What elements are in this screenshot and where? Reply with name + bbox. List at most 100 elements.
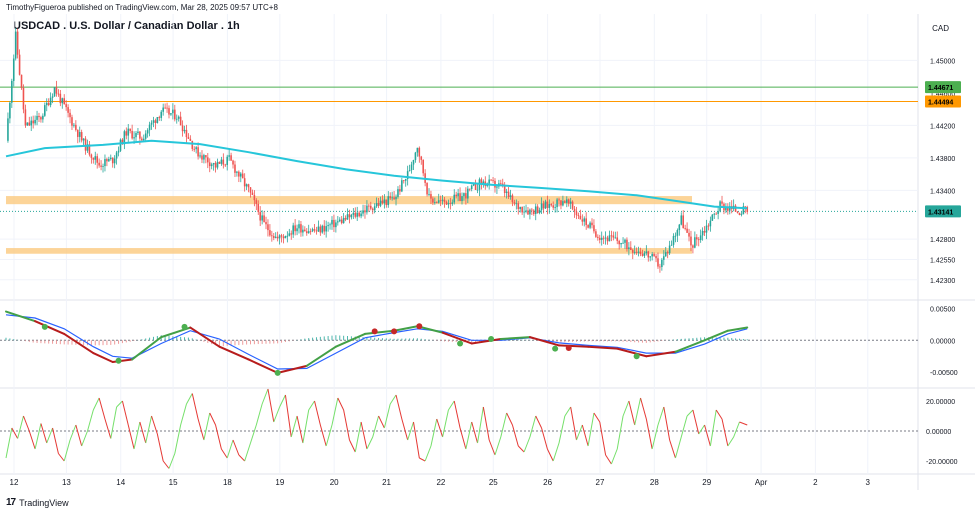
candle-body — [435, 202, 438, 203]
candle-body — [245, 184, 248, 187]
candle-body — [597, 236, 599, 238]
candle-body — [472, 183, 475, 186]
candle-body — [164, 107, 166, 109]
candle-body — [690, 236, 692, 246]
candle-body — [616, 237, 619, 241]
cross-dot — [41, 323, 48, 330]
momentum-segment — [11, 427, 19, 439]
time-tick-label: 20 — [330, 478, 339, 487]
candle-body — [274, 236, 277, 238]
candle-body — [11, 80, 13, 103]
candle-body — [257, 203, 260, 213]
cross-dot — [115, 357, 122, 364]
candle-body — [556, 199, 558, 208]
candle-body — [236, 171, 238, 173]
candle-body — [672, 236, 675, 245]
candle-body — [65, 104, 67, 108]
candle-body — [160, 111, 163, 118]
momentum-segment — [302, 409, 310, 444]
momentum-segment — [511, 424, 519, 447]
momentum-segment — [459, 427, 467, 450]
candle-body — [705, 225, 708, 233]
candle-body — [230, 155, 232, 161]
candle-body — [536, 206, 539, 213]
candle-body — [57, 93, 60, 95]
time-tick-label: 29 — [702, 478, 711, 487]
candle-body — [195, 147, 197, 150]
momentum-segment — [552, 442, 560, 462]
candle-body — [292, 225, 294, 235]
candle-body — [162, 107, 164, 112]
macd-segment — [247, 358, 279, 374]
candle-body — [579, 215, 582, 220]
momentum-segment — [616, 415, 624, 450]
candle-body — [44, 105, 46, 116]
macd-segment — [470, 338, 502, 345]
currency-label: CAD — [932, 24, 949, 33]
momentum-segment — [331, 397, 339, 426]
price-tick-label: 1.42300 — [930, 278, 955, 285]
momentum-segment — [296, 415, 304, 444]
candle-body — [532, 210, 535, 214]
candle-body — [362, 210, 364, 214]
candle-body — [602, 237, 605, 239]
momentum-segment — [564, 406, 572, 417]
candle-body — [583, 218, 586, 222]
candle-body — [738, 212, 741, 215]
candle-body — [531, 209, 533, 211]
candle-body — [643, 253, 646, 256]
candle-body — [628, 247, 630, 250]
momentum-segment — [605, 454, 612, 465]
candle-body — [356, 212, 359, 217]
candle-body — [397, 189, 399, 197]
candle-body — [304, 229, 306, 232]
candle-body — [571, 201, 574, 209]
candle-body — [228, 155, 230, 157]
candle-body — [152, 120, 155, 123]
candle-body — [439, 200, 442, 202]
time-tick-label: 28 — [650, 478, 659, 487]
candle-body — [150, 122, 153, 125]
candle-body — [315, 230, 318, 232]
momentum-segment — [40, 423, 48, 444]
candle-body — [453, 194, 456, 203]
candle-body — [505, 191, 508, 193]
candle-body — [109, 157, 112, 159]
candle-body — [734, 205, 737, 212]
candle-body — [38, 115, 40, 118]
candle-body — [175, 118, 178, 120]
candle-body — [352, 212, 355, 215]
candle-body — [92, 157, 95, 160]
momentum-pane — [0, 388, 918, 469]
candle-body — [577, 215, 580, 216]
candle-body — [166, 107, 168, 109]
candle-body — [529, 209, 531, 215]
candle-body — [468, 188, 471, 190]
momentum-segment — [139, 421, 147, 444]
time-tick-label: 14 — [116, 478, 125, 487]
candle-body — [282, 236, 285, 239]
candle-body — [323, 225, 326, 232]
macd-segment — [334, 332, 366, 348]
momentum-segment — [447, 400, 455, 411]
candle-body — [216, 161, 219, 168]
candle-body — [490, 179, 492, 181]
momentum-segment — [576, 424, 583, 441]
momentum-segment — [477, 406, 484, 444]
momentum-segment — [704, 424, 711, 447]
candle-body — [701, 230, 704, 236]
symbol-title[interactable]: USDCAD . U.S. Dollar / Canadian Dollar .… — [13, 20, 240, 32]
momentum-segment — [98, 397, 106, 420]
candle-body — [123, 131, 126, 145]
momentum-segment — [506, 412, 513, 426]
candle-body — [465, 193, 467, 199]
candle-body — [296, 228, 298, 232]
momentum-segment — [523, 436, 531, 453]
candle-body — [558, 199, 560, 201]
candle-body — [18, 54, 21, 75]
candle-body — [247, 184, 250, 188]
candle-body — [350, 214, 353, 218]
momentum-segment — [372, 415, 380, 438]
candle-body — [521, 206, 523, 213]
